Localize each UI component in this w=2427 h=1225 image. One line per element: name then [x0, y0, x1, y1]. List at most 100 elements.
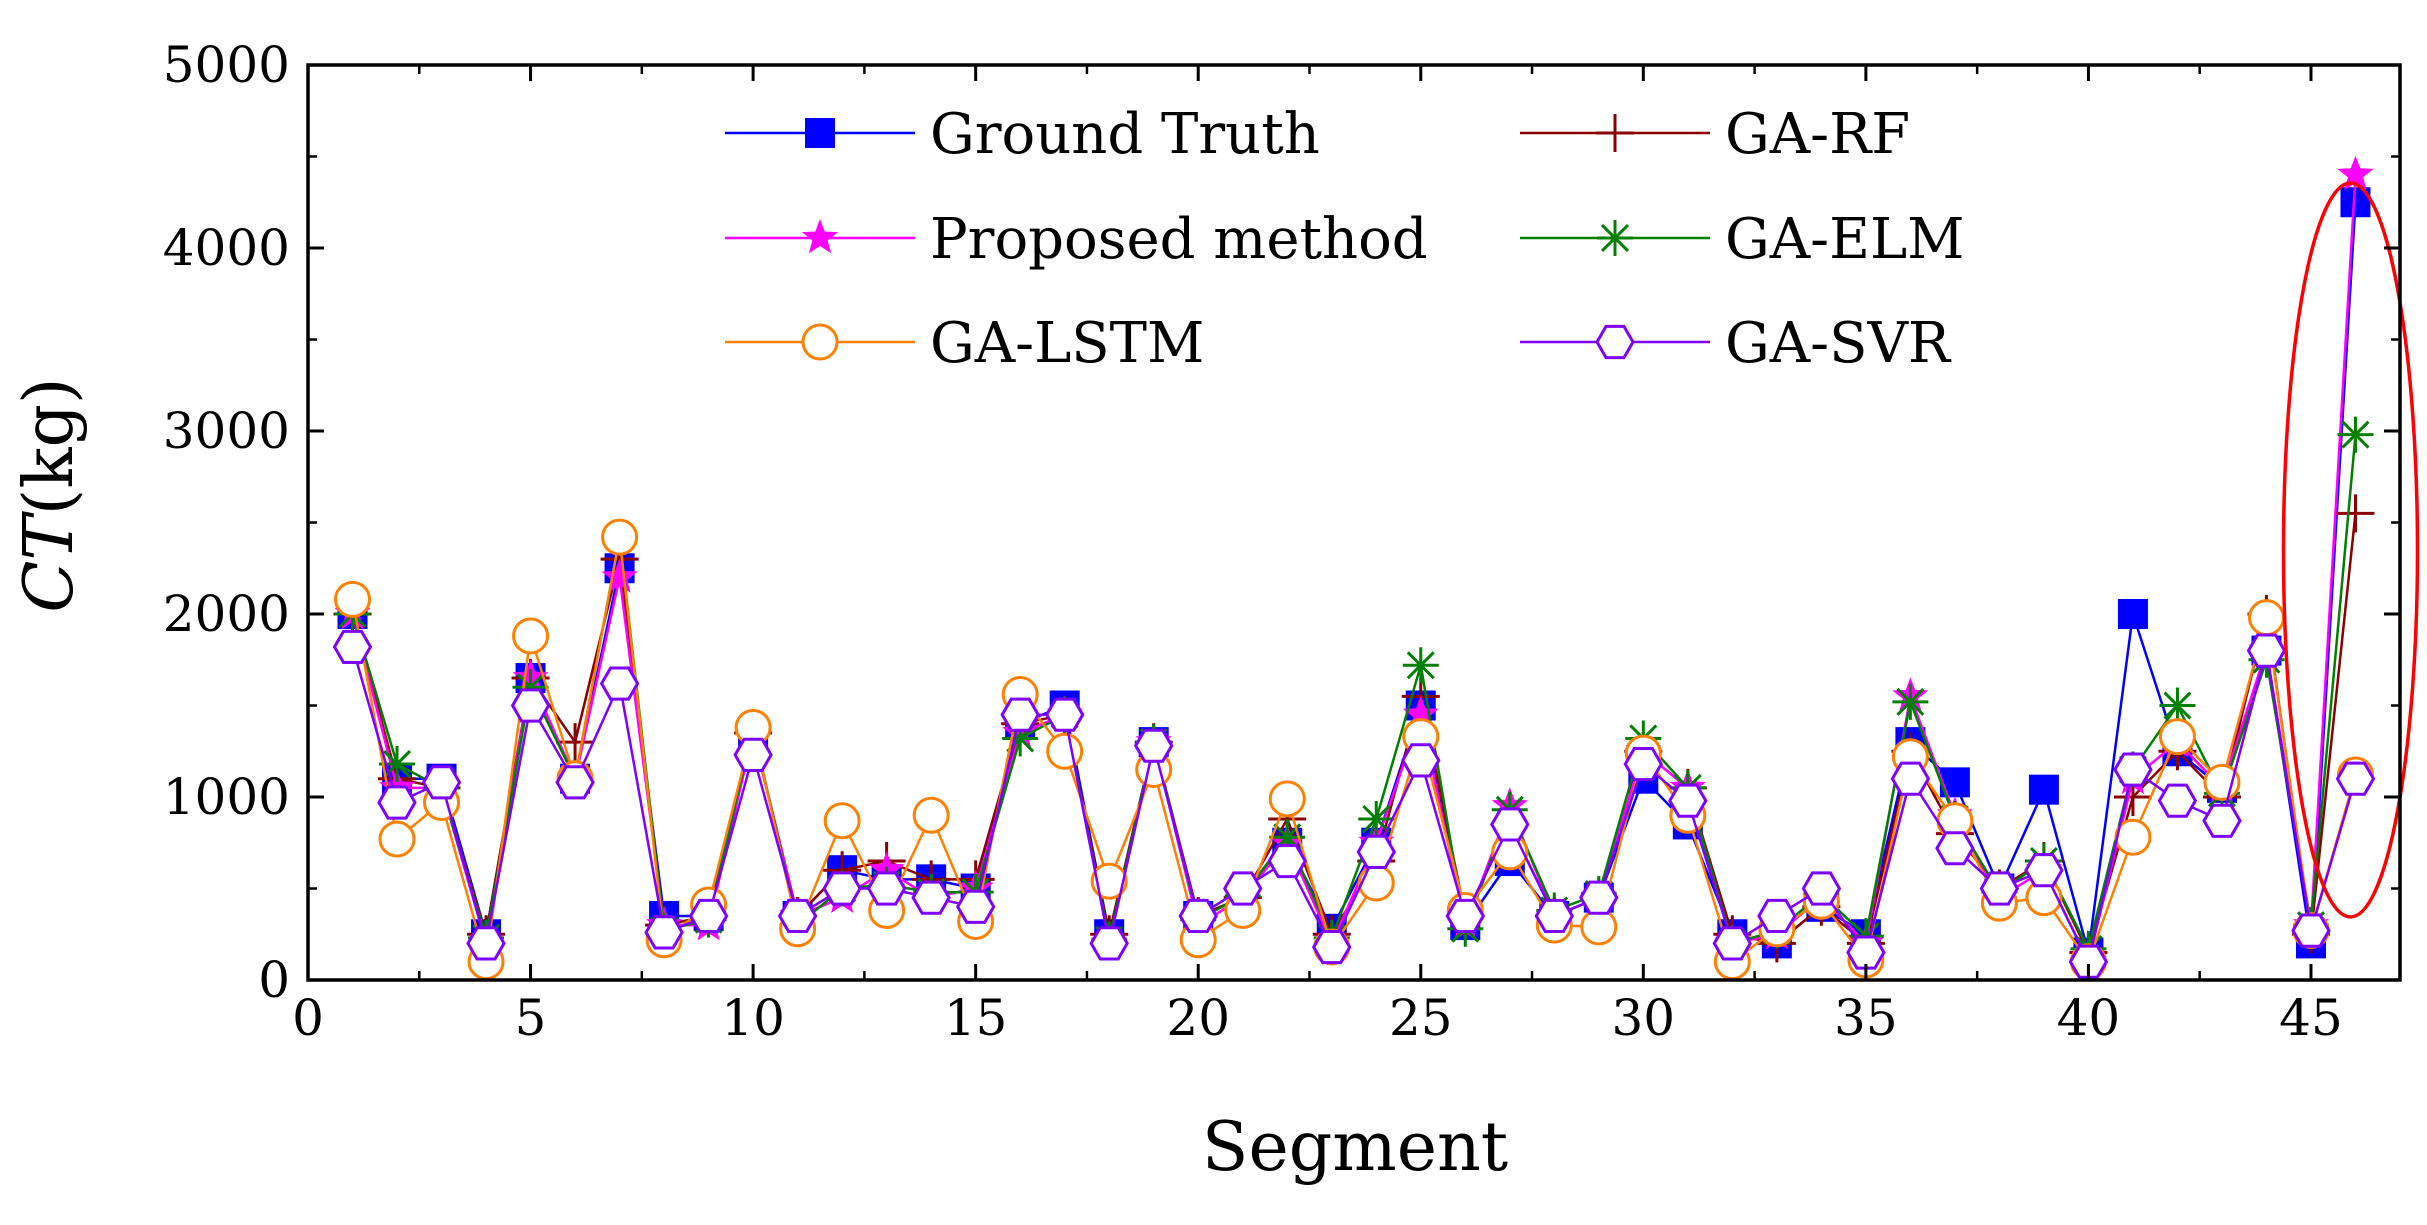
data-point-ga-svr — [555, 765, 595, 800]
data-point-ga-lstm — [1580, 908, 1618, 946]
data-point-ga-svr — [911, 880, 951, 915]
data-point-ga-svr — [1222, 871, 1263, 906]
data-point-ga-svr — [332, 629, 373, 664]
x-axis-title: Segment — [1202, 1108, 1508, 1187]
legend-label-proposed-method: Proposed method — [930, 207, 1428, 272]
data-point-ga-lstm — [1357, 864, 1395, 902]
data-point-ga-svr — [377, 785, 417, 820]
legend-item-ga-svr: GA-SVR — [1520, 311, 1952, 376]
data-point-ga-lstm — [601, 518, 639, 556]
x-tick-label: 30 — [1612, 989, 1676, 1047]
legend: Ground Truth GA-RF Proposed method GA-ELM GA… — [725, 102, 1965, 376]
legend-marker-ground-truth — [805, 118, 835, 148]
data-point-ga-svr — [1445, 898, 1486, 933]
data-point-ga-svr — [1979, 871, 2020, 906]
data-point-ga-lstm — [1090, 862, 1128, 900]
legend-item-ground-truth: Ground Truth — [725, 102, 1320, 167]
data-point-ga-svr — [2291, 913, 2331, 948]
legend-item-ga-lstm: GA-LSTM — [725, 311, 1204, 376]
data-point-ga-svr — [822, 871, 862, 906]
axes-layer: 0 5 10 15 20 25 30 35 40 45 0 1000 2000 3000 4000 5000 — [163, 36, 2402, 1047]
legend-marker-proposed-method — [801, 219, 839, 254]
data-point-ga-svr — [1712, 926, 1753, 961]
data-point-ga-svr — [1534, 898, 1575, 933]
data-point-ga-svr — [1267, 844, 1307, 879]
legend-marker-ga-rf — [1596, 114, 1634, 152]
x-tick-label: 0 — [292, 989, 324, 1047]
data-point-ga-svr — [1133, 728, 1174, 763]
data-point-ga-svr — [688, 898, 729, 933]
data-point-ga-lstm — [378, 820, 416, 858]
x-tick-label: 20 — [1166, 989, 1230, 1047]
data-point-ga-svr — [599, 666, 640, 701]
y-tick-label: 3000 — [163, 402, 290, 460]
data-point-ga-svr — [1801, 871, 1842, 906]
data-point-ga-elm — [1402, 647, 1439, 684]
data-point-ga-svr — [1178, 898, 1218, 933]
data-point-ground-truth — [2028, 774, 2059, 805]
legend-label-ga-lstm: GA-LSTM — [930, 311, 1204, 376]
data-point-ga-elm — [2159, 687, 2196, 724]
data-point-ga-svr — [1668, 783, 1708, 818]
data-point-ga-svr — [733, 737, 773, 772]
data-point-ga-svr — [1356, 834, 1397, 869]
legend-label-ga-elm: GA-ELM — [1725, 207, 1965, 272]
legend-item-ga-rf: GA-RF — [1520, 102, 1910, 167]
data-point-ga-svr — [2157, 783, 2198, 818]
data-point-ga-svr — [1623, 747, 1664, 782]
data-point-ga-svr — [1935, 831, 1975, 866]
x-tick-label: 5 — [515, 989, 547, 1047]
x-tick-label: 40 — [2057, 989, 2121, 1047]
data-point-ga-svr — [510, 688, 551, 723]
x-tick-label: 15 — [944, 989, 1008, 1047]
x-tick-label: 45 — [2279, 989, 2343, 1047]
y-tick-label: 2000 — [163, 585, 290, 643]
data-point-ga-svr — [1000, 697, 1040, 732]
highlight-layer — [2281, 181, 2420, 919]
data-point-ga-elm — [2337, 416, 2374, 453]
legend-item-ga-elm: GA-ELM — [1520, 207, 1965, 272]
y-tick-label: 4000 — [163, 219, 290, 277]
data-point-ground-truth — [2117, 599, 2148, 629]
data-point-ga-svr — [866, 871, 907, 906]
data-point-ga-lstm — [2247, 599, 2285, 637]
data-point-ga-lstm — [1046, 732, 1084, 770]
data-point-ga-svr — [1757, 898, 1797, 933]
data-point-ga-svr — [955, 889, 996, 924]
data-point-ga-elm — [512, 669, 549, 706]
series-line-ga-lstm — [351, 536, 2357, 965]
y-tick-label: 0 — [258, 951, 290, 1009]
data-point-ga-svr — [421, 765, 462, 800]
data-point-ga-svr — [1089, 926, 1129, 961]
data-point-ga-svr — [1044, 697, 1085, 732]
legend-item-proposed-method: Proposed method — [725, 207, 1428, 272]
legend-marker-ga-elm — [1597, 220, 1633, 256]
data-point-ga-elm — [1269, 819, 1306, 856]
data-point-ga-svr — [2024, 853, 2064, 888]
data-point-ga-svr — [466, 926, 506, 961]
data-point-ga-svr — [1311, 930, 1352, 965]
x-tick-label: 25 — [1389, 989, 1453, 1047]
x-tick-label: 10 — [721, 989, 785, 1047]
x-tick-label: 35 — [1834, 989, 1898, 1047]
legend-marker-ga-lstm — [801, 323, 839, 361]
data-point-ga-svr — [1401, 743, 1441, 778]
y-axis-title-symbol: CT — [10, 511, 89, 613]
data-point-ga-lstm — [1268, 780, 1306, 818]
data-point-ga-elm — [379, 746, 416, 783]
data-point-ga-lstm — [823, 802, 861, 840]
data-point-ga-svr — [644, 915, 684, 950]
data-point-ga-lstm — [912, 796, 950, 834]
legend-label-ground-truth: Ground Truth — [930, 102, 1320, 167]
data-point-ga-lstm — [334, 580, 372, 618]
y-axis-title: CT(kg) — [10, 377, 89, 612]
highlight-ellipse — [2281, 181, 2420, 919]
series-line-ground-truth — [351, 202, 2357, 953]
data-point-proposed-method — [601, 558, 638, 593]
data-point-ga-svr — [2068, 944, 2109, 979]
data-point-ga-svr — [1490, 807, 1530, 842]
data-point-proposed-method — [2337, 155, 2374, 191]
data-point-ga-lstm — [512, 617, 550, 655]
data-point-ga-elm — [1002, 720, 1039, 757]
